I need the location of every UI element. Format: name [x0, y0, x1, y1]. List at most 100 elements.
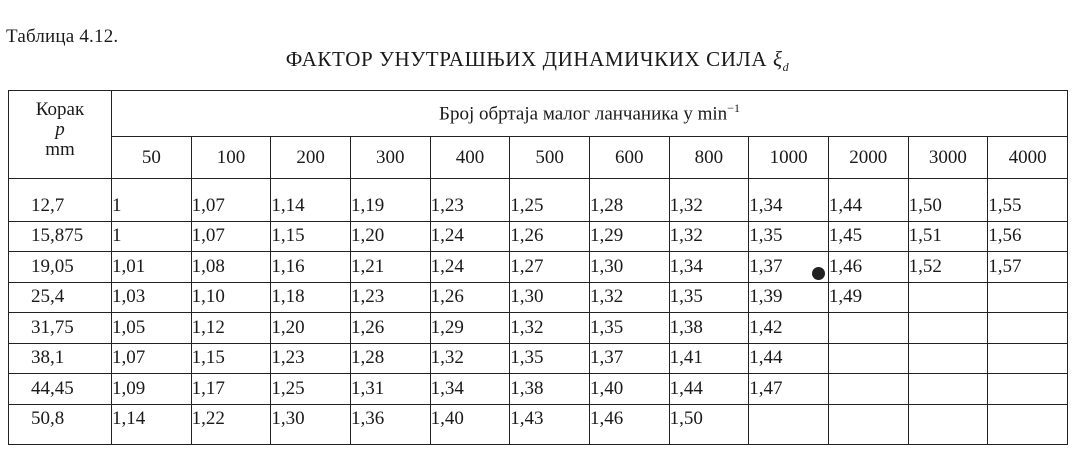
factor-value-cell: 1,38	[668, 312, 750, 344]
factor-value-cell: 1,24	[429, 220, 511, 252]
factor-value-cell: 1,45	[827, 220, 909, 252]
factor-value-cell: 1,27	[509, 251, 590, 283]
rpm-columns-row: 50 100 200 300 400 500 600 800 1000 2000 3000 4000	[9, 136, 1068, 179]
factor-value-cell	[827, 342, 909, 374]
factor-value-cell: 1,23	[429, 178, 511, 222]
factor-value-cell	[987, 312, 1068, 344]
factor-value-cell: 1,28	[349, 342, 431, 374]
table-title: ФАКТОР УНУТРАШЊИХ ДИНАМИЧКИХ СИЛА ξd	[0, 47, 1075, 75]
title-symbol: ξ	[772, 47, 783, 71]
factor-value-cell: 1,37	[588, 342, 670, 374]
table-row: 25,4 1,03 1,10 1,18 1,23 1,26 1,30 1,32 1,35 1,39…	[8, 281, 1068, 313]
factor-value-cell: 1,14	[270, 178, 351, 222]
table-row: 50,8 1,14 1,22 1,30 1,36 1,40 1,43 1,46 1,50	[8, 403, 1068, 445]
factor-value-cell: 1,17	[190, 373, 272, 405]
factor-value-cell: 1,07	[190, 178, 272, 222]
factor-value-cell	[987, 403, 1068, 445]
factor-value-cell: 1,55	[987, 178, 1068, 222]
factor-value-cell: 1,20	[270, 312, 351, 344]
factor-value-cell: 1,32	[429, 342, 511, 374]
factor-value-cell: 1,50	[668, 403, 750, 445]
step-value-cell: 19,05	[8, 251, 112, 283]
table-row: 12,7 1 1,07 1,14 1,19 1,23 1,25 1,28 1,32 1,34 1,4…	[8, 178, 1068, 222]
factor-value-cell: 1,32	[588, 281, 670, 313]
factor-value-cell: 1,15	[270, 220, 351, 252]
factor-value-cell	[987, 342, 1068, 374]
step-value-cell: 15,875	[8, 220, 112, 252]
factor-value-cell: 1,40	[588, 373, 670, 405]
factor-value-cell: 1,29	[588, 220, 670, 252]
title-text: ФАКТОР УНУТРАШЊИХ ДИНАМИЧКИХ СИЛА	[285, 47, 768, 71]
step-header-symbol: p	[55, 119, 65, 140]
title-symbol-subscript: d	[782, 60, 790, 75]
step-column-header: Корак p mm	[8, 90, 112, 179]
dynamic-force-factor-table: Корак p mm Број обртаја малог ланчаника …	[8, 90, 1068, 445]
factor-value-cell: 1,32	[509, 312, 590, 344]
factor-value-cell: 1,35	[668, 281, 750, 313]
factor-value-cell: 1,10	[190, 281, 272, 313]
factor-value-cell: 1,26	[429, 281, 511, 313]
factor-value-cell: 1	[111, 178, 192, 222]
step-value-cell: 50,8	[8, 403, 112, 445]
factor-value-cell: 1,43	[509, 403, 590, 445]
factor-value-cell: 1,05	[111, 312, 192, 344]
factor-value-cell: 1,35	[588, 312, 670, 344]
rpm-group-header: Број обртаја малог ланчаника у min−1	[111, 90, 1068, 137]
factor-value-cell: 1,30	[509, 281, 590, 313]
step-value-cell: 38,1	[8, 342, 112, 374]
factor-value-cell: 1,18	[270, 281, 351, 313]
table-body: 12,7 1 1,07 1,14 1,19 1,23 1,25 1,28 1,32 1,34 1,4…	[8, 178, 1068, 445]
factor-value-cell: 1,21	[349, 251, 431, 283]
rpm-column-header: 50	[111, 136, 192, 179]
factor-value-cell	[827, 373, 909, 405]
factor-value-cell: 1,19	[349, 178, 431, 222]
factor-value-cell: 1,26	[349, 312, 431, 344]
factor-value-cell: 1,42	[748, 312, 829, 344]
rpm-column-header: 400	[429, 136, 511, 179]
factor-value-cell: 1,32	[668, 220, 750, 252]
factor-value-cell: 1,28	[588, 178, 670, 222]
factor-value-cell: 1,38	[509, 373, 590, 405]
table-row: 15,875 1 1,07 1,15 1,20 1,24 1,26 1,29 1,32 1,35 1…	[8, 220, 1068, 252]
table-row: 31,75 1,05 1,12 1,20 1,26 1,29 1,32 1,35 1,38 1,4…	[8, 312, 1068, 344]
factor-value-cell: 1,01	[111, 251, 192, 283]
factor-value-cell: 1,24	[429, 251, 511, 283]
factor-value-cell: 1,44	[668, 373, 750, 405]
factor-value-cell: 1,50	[907, 178, 989, 222]
factor-value-cell: 1,22	[190, 403, 272, 445]
factor-value-cell	[907, 373, 989, 405]
step-value-cell: 44,45	[8, 373, 112, 405]
rpm-column-header: 300	[349, 136, 431, 179]
factor-value-cell	[907, 342, 989, 374]
factor-value-cell: 1,31	[349, 373, 431, 405]
factor-value-cell: 1,44	[748, 342, 829, 374]
step-header-unit: mm	[45, 139, 75, 160]
factor-value-cell: 1,49	[827, 281, 909, 313]
factor-value-cell: 1,51	[907, 220, 989, 252]
factor-value-cell: 1,29	[429, 312, 511, 344]
factor-value-cell	[907, 403, 989, 445]
rpm-column-header: 600	[588, 136, 670, 179]
step-value-cell: 25,4	[8, 281, 112, 313]
rpm-column-header: 200	[270, 136, 351, 179]
factor-value-cell: 1,20	[349, 220, 431, 252]
factor-value-cell: 1,25	[509, 178, 590, 222]
factor-value-cell: 1,39	[748, 281, 829, 313]
table-caption: Таблица 4.12.	[6, 26, 119, 47]
factor-value-cell: 1,56	[987, 220, 1068, 252]
ink-blot	[812, 267, 825, 280]
factor-value-cell: 1,26	[509, 220, 590, 252]
rpm-column-header: 800	[668, 136, 750, 179]
factor-value-cell: 1,52	[907, 251, 989, 283]
factor-value-cell	[827, 312, 909, 344]
factor-value-cell: 1,09	[111, 373, 192, 405]
rpm-header-exponent: −1	[727, 101, 740, 116]
factor-value-cell	[907, 312, 989, 344]
factor-value-cell	[987, 373, 1068, 405]
factor-value-cell: 1,08	[190, 251, 272, 283]
step-header-label: Корак	[35, 99, 85, 120]
factor-value-cell: 1	[111, 220, 192, 252]
factor-value-cell: 1,47	[748, 373, 829, 405]
factor-value-cell: 1,03	[111, 281, 192, 313]
factor-value-cell: 1,35	[748, 220, 829, 252]
